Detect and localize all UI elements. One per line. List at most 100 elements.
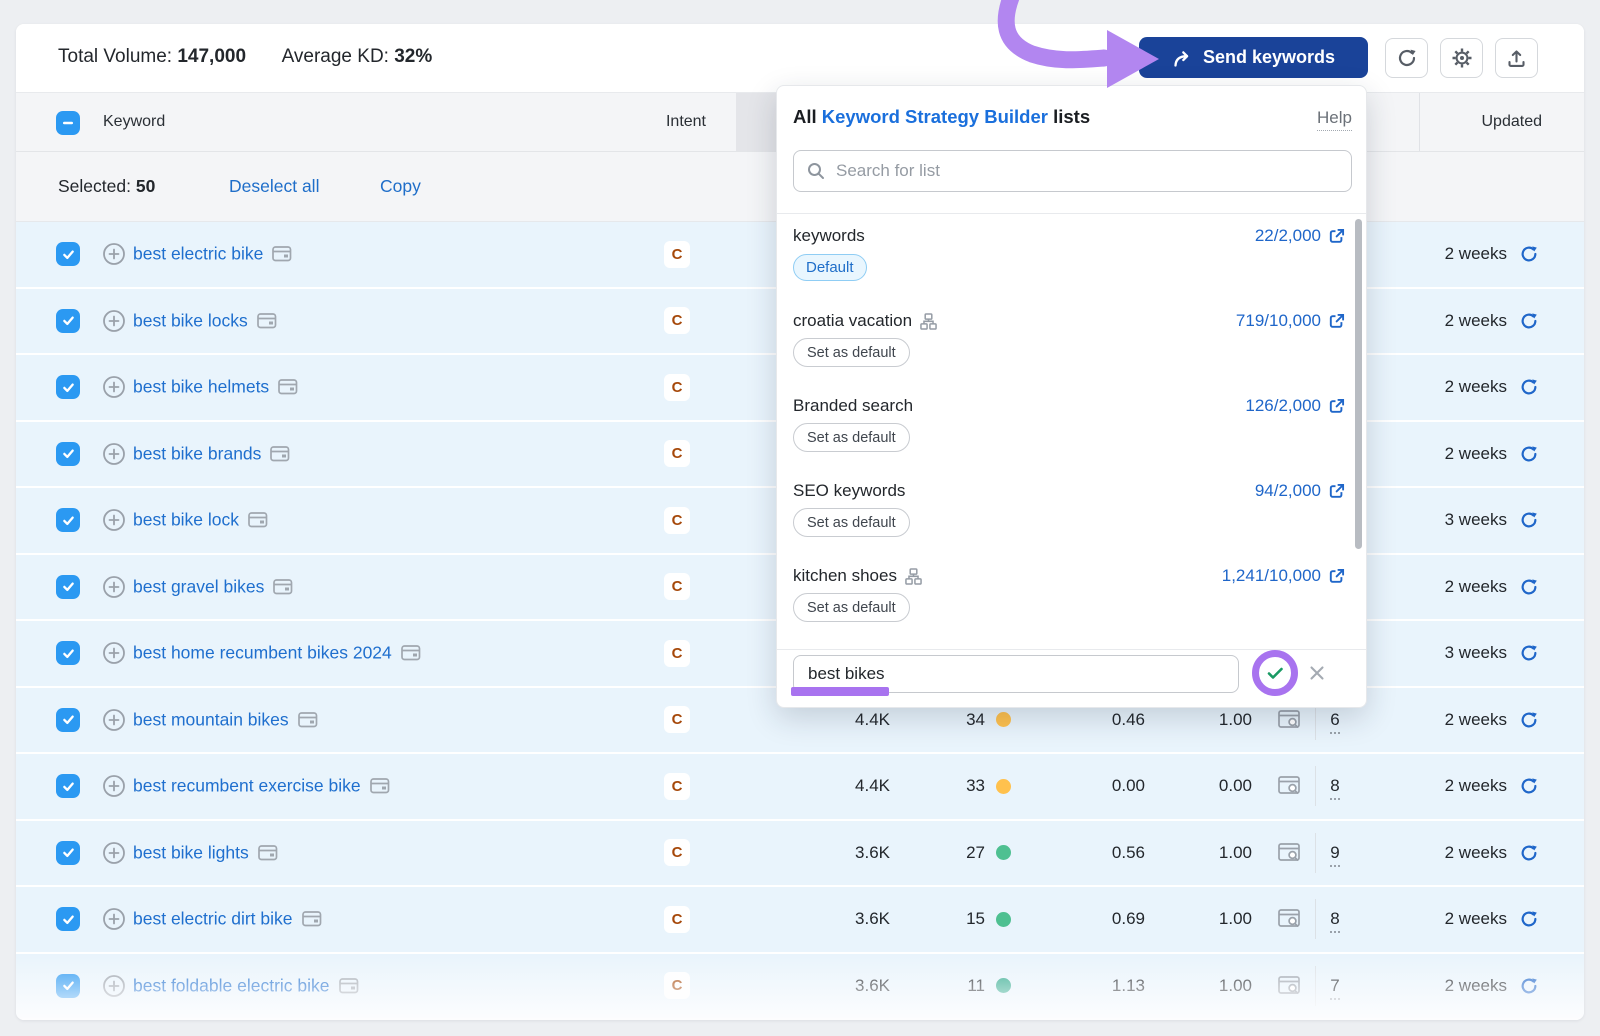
serp-preview-icon[interactable]: [1278, 975, 1302, 1001]
keyword-link[interactable]: best bike brands: [133, 443, 262, 464]
new-list-input[interactable]: [793, 655, 1239, 693]
keyword-card-icon[interactable]: [278, 379, 298, 396]
refresh-row-icon[interactable]: [1519, 843, 1539, 868]
keyword-card-icon[interactable]: [248, 512, 268, 529]
keyword-card-icon[interactable]: [338, 977, 359, 994]
row-checkbox[interactable]: [56, 707, 80, 732]
keyword-card-icon[interactable]: [301, 911, 322, 928]
refresh-row-icon[interactable]: [1519, 444, 1539, 469]
list-name[interactable]: SEO keywords: [793, 481, 906, 500]
keyword-link[interactable]: best gravel bikes: [133, 576, 265, 597]
refresh-row-icon[interactable]: [1519, 776, 1539, 801]
row-checkbox[interactable]: [56, 574, 80, 599]
copy-link[interactable]: Copy: [380, 176, 421, 196]
add-keyword-icon[interactable]: [102, 974, 126, 998]
refresh-row-icon[interactable]: [1519, 976, 1539, 1001]
list-name[interactable]: Branded search: [793, 396, 914, 415]
keyword-card-icon[interactable]: [297, 711, 318, 728]
keyword-card-icon[interactable]: [273, 578, 293, 595]
add-keyword-icon[interactable]: [102, 309, 126, 333]
keyword-card-icon[interactable]: [257, 844, 278, 861]
add-keyword-icon[interactable]: [102, 375, 126, 399]
row-checkbox[interactable]: [56, 308, 80, 333]
row-checkbox[interactable]: [56, 375, 80, 400]
add-keyword-icon[interactable]: [102, 841, 126, 865]
keyword-link[interactable]: best bike helmets: [133, 376, 270, 397]
row-checkbox[interactable]: [56, 907, 80, 932]
keyword-strategy-builder-link[interactable]: Keyword Strategy Builder: [821, 106, 1048, 127]
send-keywords-button[interactable]: Send keywords: [1139, 37, 1368, 78]
column-updated[interactable]: Updated: [1481, 113, 1543, 130]
keyword-link[interactable]: best electric bike: [133, 243, 264, 264]
list-item[interactable]: kitchen shoes 1,241/10,000 Set as defaul…: [777, 554, 1366, 639]
deselect-all-link[interactable]: Deselect all: [229, 176, 320, 196]
serp-preview-icon[interactable]: [1278, 709, 1302, 735]
keyword-card-icon[interactable]: [256, 312, 277, 329]
serp-preview-icon[interactable]: [1278, 776, 1302, 801]
refresh-row-icon[interactable]: [1519, 710, 1539, 735]
keyword-card-icon[interactable]: [272, 246, 292, 263]
list-count-link[interactable]: 94/2,000: [1255, 481, 1346, 501]
keyword-card-icon[interactable]: [400, 645, 421, 662]
list-item[interactable]: croatia vacation 719/10,000 Set as defau…: [777, 299, 1366, 384]
list-name[interactable]: croatia vacation: [793, 311, 913, 330]
row-checkbox[interactable]: [56, 508, 80, 533]
add-keyword-icon[interactable]: [102, 442, 126, 466]
select-all-checkbox[interactable]: [56, 111, 80, 135]
column-keyword[interactable]: Keyword: [103, 113, 166, 130]
list-count-link[interactable]: 1,241/10,000: [1222, 566, 1346, 586]
refresh-row-icon[interactable]: [1519, 510, 1539, 535]
refresh-row-icon[interactable]: [1519, 577, 1539, 602]
export-button[interactable]: [1495, 38, 1538, 78]
list-item[interactable]: SEO keywords 94/2,000 Set as default: [777, 469, 1366, 554]
set-as-default-button[interactable]: Set as default: [793, 508, 910, 537]
row-checkbox[interactable]: [56, 641, 80, 666]
add-keyword-icon[interactable]: [102, 907, 126, 931]
column-intent[interactable]: Intent: [665, 113, 706, 130]
set-as-default-button[interactable]: Set as default: [793, 593, 910, 622]
list-count-link[interactable]: 719/10,000: [1236, 311, 1346, 331]
set-as-default-button[interactable]: Set as default: [793, 423, 910, 452]
add-keyword-icon[interactable]: [102, 575, 126, 599]
keyword-card-icon[interactable]: [270, 445, 290, 462]
confirm-new-list-button[interactable]: [1252, 650, 1298, 696]
popup-scrollbar[interactable]: [1355, 219, 1362, 549]
keyword-link[interactable]: best bike lock: [133, 509, 240, 530]
row-checkbox[interactable]: [56, 242, 80, 267]
add-keyword-icon[interactable]: [102, 242, 126, 266]
serp-preview-icon[interactable]: [1278, 909, 1302, 934]
keyword-link[interactable]: best bike locks: [133, 310, 248, 331]
refresh-row-icon[interactable]: [1519, 311, 1539, 336]
keyword-link[interactable]: best home recumbent bikes 2024: [133, 642, 392, 663]
add-keyword-icon[interactable]: [102, 708, 126, 732]
refresh-row-icon[interactable]: [1519, 643, 1539, 668]
keyword-link[interactable]: best bike lights: [133, 842, 249, 863]
row-checkbox[interactable]: [56, 774, 80, 799]
list-name[interactable]: keywords: [793, 226, 865, 245]
list-search-input[interactable]: [793, 150, 1352, 192]
keyword-link[interactable]: best recumbent exercise bike: [133, 775, 361, 796]
row-checkbox[interactable]: [56, 441, 80, 466]
list-count-link[interactable]: 22/2,000: [1255, 226, 1346, 246]
refresh-row-icon[interactable]: [1519, 377, 1539, 402]
keyword-link[interactable]: best mountain bikes: [133, 709, 289, 730]
refresh-all-button[interactable]: [1385, 38, 1428, 78]
refresh-row-icon[interactable]: [1519, 244, 1539, 269]
serp-preview-icon[interactable]: [1278, 842, 1302, 868]
add-keyword-icon[interactable]: [102, 774, 126, 798]
row-checkbox[interactable]: [56, 973, 80, 998]
help-link[interactable]: Help: [1317, 108, 1352, 131]
add-keyword-icon[interactable]: [102, 641, 126, 665]
settings-button[interactable]: [1440, 38, 1483, 78]
keyword-link[interactable]: best foldable electric bike: [133, 975, 330, 996]
list-name[interactable]: kitchen shoes: [793, 566, 897, 585]
refresh-row-icon[interactable]: [1519, 909, 1539, 934]
list-count-link[interactable]: 126/2,000: [1245, 396, 1346, 416]
keyword-card-icon[interactable]: [369, 778, 390, 795]
list-item[interactable]: keywords 22/2,000 Default: [777, 214, 1366, 299]
list-item[interactable]: Branded search 126/2,000 Set as default: [777, 384, 1366, 469]
keyword-link[interactable]: best electric dirt bike: [133, 908, 293, 929]
set-as-default-button[interactable]: Set as default: [793, 338, 910, 367]
add-keyword-icon[interactable]: [102, 508, 126, 532]
row-checkbox[interactable]: [56, 840, 80, 865]
